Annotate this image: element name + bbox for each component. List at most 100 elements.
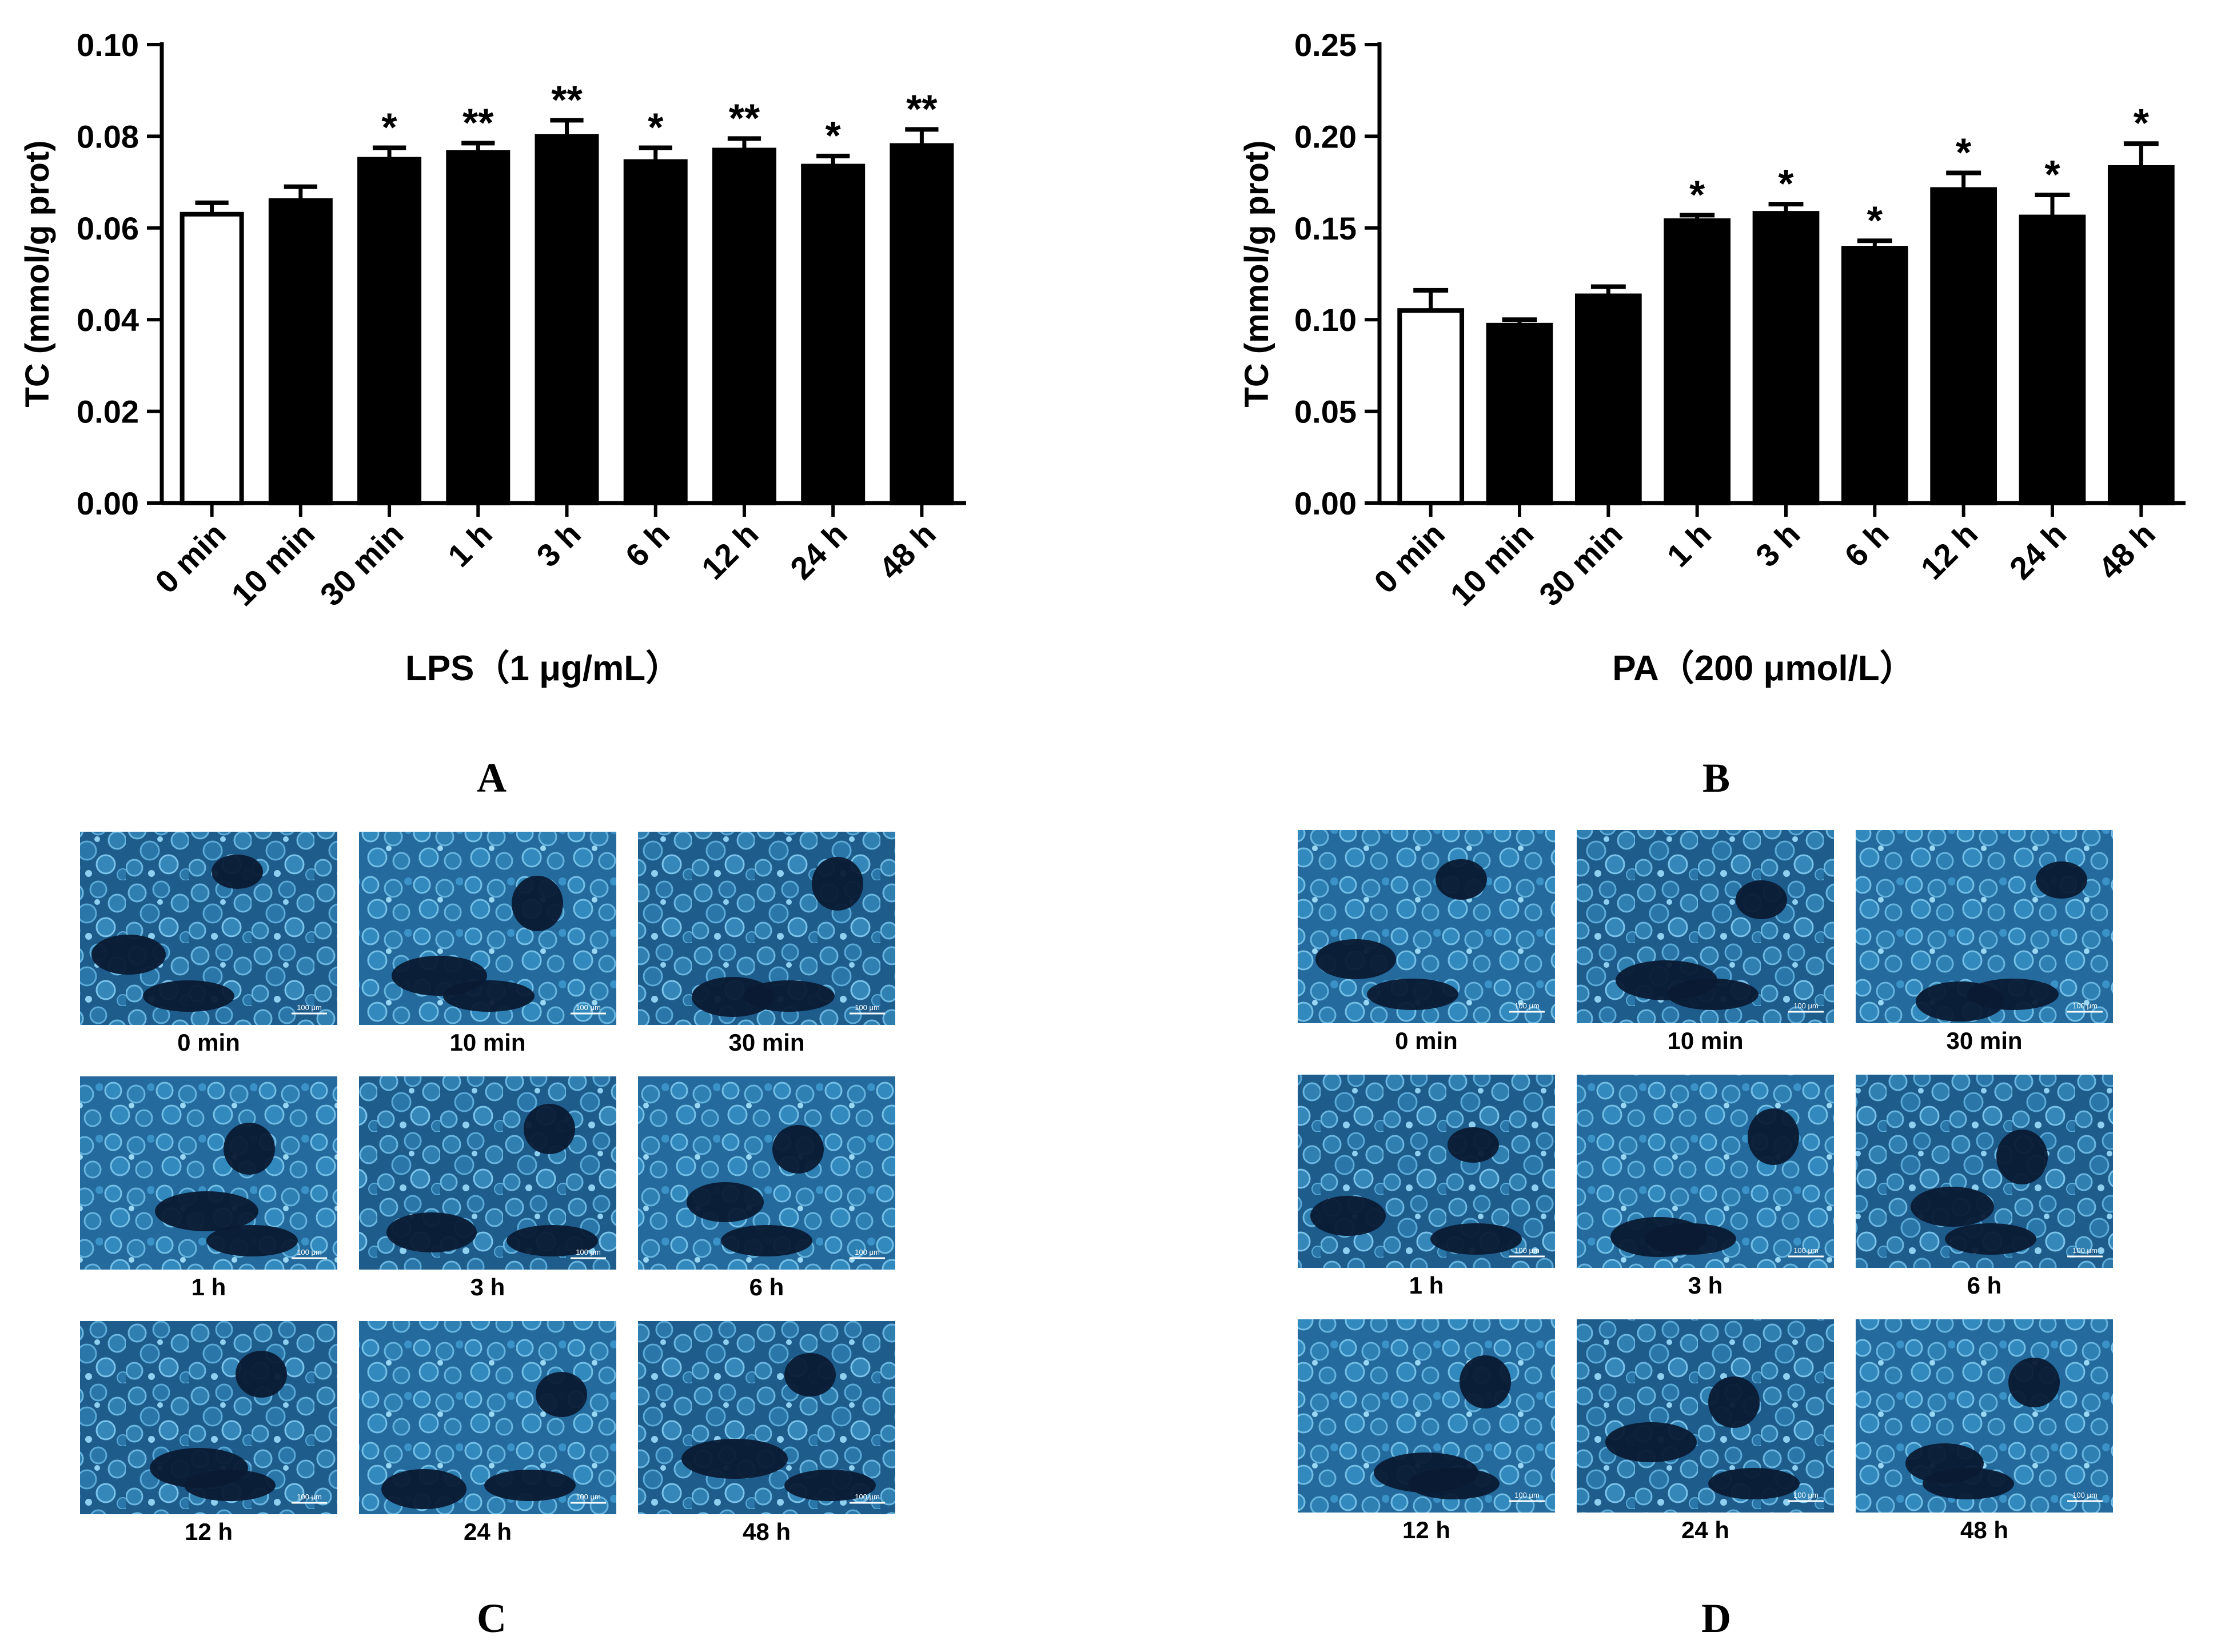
y-tick-label: 0.05 bbox=[1294, 394, 1357, 430]
scale-bar-text: 100 μm bbox=[1514, 1246, 1540, 1255]
background-gap bbox=[1967, 979, 2059, 1010]
background-gap bbox=[721, 1225, 812, 1256]
chart-panel-a: 0.00 0.02 0.04 0.06 0.08 0.10 TC (mmol/g prot)… bbox=[19, 27, 966, 688]
background-gap bbox=[507, 1225, 598, 1256]
background-gap bbox=[1460, 1355, 1511, 1408]
x-axis-label: LPS（1 μg/mL） bbox=[405, 648, 681, 688]
bar bbox=[2019, 214, 2086, 505]
y-axis-label: TC (mmol/g prot) bbox=[19, 140, 56, 407]
micrograph-grid-c: 100 μm 0 min 100 μm 10 min 100 μm 30 min 100 μ… bbox=[80, 832, 895, 1545]
significance-marker: * bbox=[1956, 130, 1972, 175]
micrograph-caption: 10 min bbox=[1667, 1027, 1743, 1054]
x-tick-label: 12 h bbox=[695, 516, 765, 586]
significance-marker: * bbox=[826, 113, 842, 158]
bar bbox=[268, 198, 333, 505]
x-tick-label: 1 h bbox=[1660, 516, 1718, 574]
significance-marker: * bbox=[2134, 101, 2150, 145]
background-gap bbox=[812, 857, 863, 911]
background-gap bbox=[212, 855, 263, 889]
bar bbox=[623, 159, 688, 505]
background-gap bbox=[784, 1470, 876, 1501]
y-tick-label: 0.15 bbox=[1294, 210, 1357, 246]
bar bbox=[357, 157, 422, 505]
chart-panel-b: 0.00 0.05 0.10 0.15 0.20 0.25 TC (mmol/g prot)… bbox=[1238, 27, 2186, 688]
bar bbox=[1930, 187, 1997, 505]
background-gap bbox=[381, 1469, 466, 1509]
background-gap bbox=[1911, 1187, 1994, 1227]
panel-label-a: A bbox=[477, 755, 507, 801]
bar bbox=[535, 134, 599, 505]
significance-marker: ** bbox=[551, 77, 583, 122]
bar bbox=[1664, 218, 1731, 505]
panel-label-c: C bbox=[477, 1595, 507, 1641]
scale-bar-text: 100 μm bbox=[576, 1003, 601, 1012]
panel-label-b: B bbox=[1702, 755, 1730, 801]
background-gap bbox=[484, 1470, 576, 1501]
micrograph-caption: 30 min bbox=[728, 1029, 804, 1056]
y-tick-label: 0.04 bbox=[77, 302, 139, 338]
background-gap bbox=[681, 1439, 788, 1479]
x-tick-label: 30 min bbox=[313, 516, 410, 613]
x-tick-label: 3 h bbox=[1749, 516, 1807, 574]
background-gap bbox=[1436, 859, 1487, 900]
background-gap bbox=[1315, 939, 1396, 979]
micrograph-caption: 12 h bbox=[1402, 1517, 1450, 1543]
y-tick-label: 0.06 bbox=[77, 210, 139, 246]
background-gap bbox=[1430, 1223, 1522, 1255]
micrograph-caption: 0 min bbox=[1395, 1027, 1458, 1054]
bar-control bbox=[1397, 308, 1465, 505]
background-gap bbox=[1645, 1223, 1736, 1255]
background-gap bbox=[1945, 1223, 2036, 1255]
background-gap bbox=[224, 1123, 275, 1175]
y-tick-label: 0.10 bbox=[77, 27, 139, 63]
bar bbox=[2107, 165, 2175, 506]
background-gap bbox=[1996, 1130, 2048, 1184]
background-gap bbox=[1736, 880, 1787, 919]
background-gap bbox=[1923, 1468, 2014, 1499]
micrograph-caption: 12 h bbox=[185, 1518, 233, 1545]
y-tick-label: 0.00 bbox=[1294, 485, 1357, 521]
significance-marker: * bbox=[648, 105, 664, 149]
y-tick-label: 0.08 bbox=[77, 118, 139, 154]
background-gap bbox=[536, 1372, 587, 1417]
scale-bar-text: 100 μm bbox=[855, 1493, 880, 1501]
micrograph-caption: 10 min bbox=[449, 1029, 525, 1056]
x-tick-label: 1 h bbox=[441, 516, 499, 574]
scale-bar-text: 100 μm bbox=[297, 1003, 322, 1012]
background-gap bbox=[236, 1351, 287, 1398]
y-tick-label: 0.25 bbox=[1294, 27, 1357, 63]
scale-bar-text: 100 μm bbox=[855, 1248, 880, 1256]
bar-control bbox=[180, 212, 244, 505]
micrograph-caption: 1 h bbox=[1409, 1272, 1444, 1299]
background-gap bbox=[1708, 1468, 1800, 1499]
bar bbox=[446, 150, 511, 506]
significance-marker: * bbox=[1689, 172, 1705, 217]
background-gap bbox=[2036, 861, 2087, 899]
significance-marker: * bbox=[381, 105, 397, 149]
x-tick-label: 6 h bbox=[1837, 516, 1896, 574]
scale-bar-text: 100 μm bbox=[1793, 1001, 1819, 1010]
x-tick-label: 0 min bbox=[148, 516, 233, 600]
y-axis-label: TC (mmol/g prot) bbox=[1238, 140, 1275, 407]
micrograph-grid-d: 100 μm 0 min 100 μm 10 min 100 μm 30 min 100 μ… bbox=[1298, 830, 2113, 1543]
scale-bar-text: 100 μm bbox=[297, 1493, 322, 1501]
x-tick-label: 24 h bbox=[783, 516, 854, 586]
x-tick-label: 48 h bbox=[872, 516, 943, 586]
background-gap bbox=[443, 980, 535, 1012]
background-gap bbox=[2008, 1358, 2060, 1407]
background-gap bbox=[772, 1125, 824, 1174]
scale-bar-text: 100 μm bbox=[2072, 1001, 2098, 1010]
background-gap bbox=[184, 1470, 276, 1501]
micrograph-caption: 3 h bbox=[1688, 1272, 1723, 1299]
background-gap bbox=[155, 1191, 258, 1231]
scale-bar-text: 100 μm bbox=[576, 1248, 601, 1256]
background-gap bbox=[91, 935, 166, 975]
scale-bar-text: 100 μm bbox=[2072, 1491, 2098, 1499]
background-gap bbox=[1667, 979, 1759, 1010]
y-tick-label: 0.20 bbox=[1294, 118, 1357, 154]
significance-marker: ** bbox=[906, 86, 938, 131]
scale-bar-text: 100 μm bbox=[1514, 1491, 1540, 1499]
x-tick-label: 10 min bbox=[224, 516, 321, 613]
background-gap bbox=[1605, 1422, 1697, 1462]
